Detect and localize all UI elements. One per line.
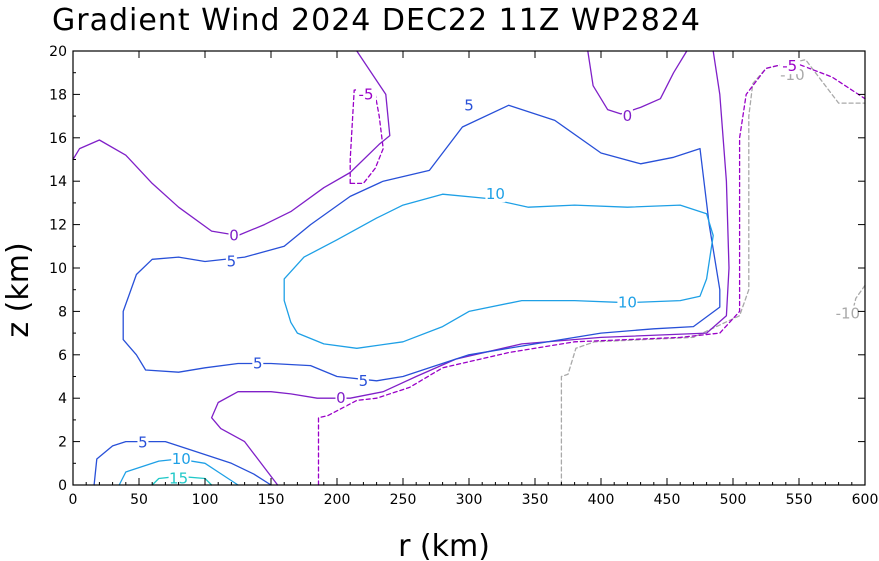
x-tick-label: 50 (130, 492, 148, 508)
y-tick-label: 10 (49, 261, 67, 277)
contour-label-0-0: 0 (229, 226, 239, 244)
contour-label-bg (228, 227, 240, 244)
contour-label-bg (779, 58, 800, 75)
x-tick-label: 200 (324, 492, 351, 508)
y-tick-label: 6 (58, 348, 67, 364)
contour-label-0-2: 0 (623, 107, 633, 125)
contour-line-10-1 (283, 193, 714, 349)
contour-line-5-0 (93, 440, 272, 486)
contour-line--5-1 (349, 87, 384, 185)
chart-title: Gradient Wind 2024 DEC22 11Z WP2824 (52, 3, 701, 38)
contour-label-5-4: 5 (464, 96, 474, 114)
contour-label-bg (621, 108, 633, 125)
y-tick-label: 16 (49, 131, 67, 147)
y-tick-label: 14 (49, 174, 67, 190)
x-tick-label: 600 (852, 492, 879, 508)
contour-label-bg (168, 470, 189, 487)
y-axis-label: z (km) (1, 242, 36, 337)
contour-label-bg (357, 372, 369, 389)
contour-line-0-1 (210, 50, 730, 486)
contour-label-bg (335, 390, 347, 407)
x-tick-label: 0 (69, 492, 78, 508)
x-tick-label: 350 (522, 492, 549, 508)
contour-label-10-1: 10 (486, 185, 505, 203)
contour-label-0-1: 0 (336, 389, 346, 407)
contour-label-5-1: 5 (227, 252, 237, 270)
contour-label-15-0: 15 (169, 469, 188, 487)
contour-label-5-2: 5 (253, 354, 263, 372)
x-tick-label: 450 (654, 492, 681, 508)
y-axis-ticks: 0 2 4 6 8 10 12 14 16 18 20 (49, 44, 865, 494)
contour-lines (72, 50, 866, 486)
contour-label-bg (252, 355, 264, 372)
y-tick-label: 2 (58, 435, 67, 451)
contour-line--10-0 (560, 59, 866, 486)
y-tick-label: 20 (49, 44, 67, 60)
y-tick-label: 18 (49, 87, 67, 103)
contour-label-bg (617, 294, 638, 311)
contour-label-10-0: 10 (172, 450, 191, 468)
x-tick-label: 100 (192, 492, 219, 508)
x-tick-label: 400 (588, 492, 615, 508)
x-tick-label: 500 (720, 492, 747, 508)
plot-frame (72, 50, 866, 486)
contour-label-bg (171, 450, 192, 467)
contour-line--5-0 (317, 61, 866, 486)
contour-label-10-2: 10 (618, 294, 637, 312)
contour-line-5-1 (122, 104, 721, 382)
x-tick-label: 150 (258, 492, 285, 508)
contour-label-bg (137, 434, 149, 451)
contour-label-bg (356, 86, 377, 103)
y-tick-label: 12 (49, 218, 67, 234)
contour-label--10-1: -10 (836, 305, 861, 323)
y-tick-label: 0 (58, 478, 67, 494)
contour-label-bg (833, 305, 863, 322)
contour-label--5-1: -5 (359, 85, 374, 103)
x-axis-label: r (km) (398, 529, 490, 561)
x-tick-label: 250 (390, 492, 417, 508)
contour-label-bg (225, 253, 237, 270)
contour-line-0-0 (72, 50, 391, 237)
contour-label-5-3: 5 (359, 372, 369, 390)
x-axis-ticks: 0 50 100 150 200 250 300 350 400 450 500 550 600 (69, 51, 879, 508)
x-tick-label: 550 (786, 492, 813, 508)
contour-label-bg (485, 186, 506, 203)
contour-line-0-2 (587, 50, 688, 115)
y-tick-label: 8 (58, 304, 67, 320)
y-tick-label: 4 (58, 391, 67, 407)
contour-label-bg (463, 97, 475, 114)
contour-label-5-0: 5 (138, 434, 148, 452)
x-tick-label: 300 (456, 492, 483, 508)
contour-label--5-0: -5 (782, 57, 797, 75)
